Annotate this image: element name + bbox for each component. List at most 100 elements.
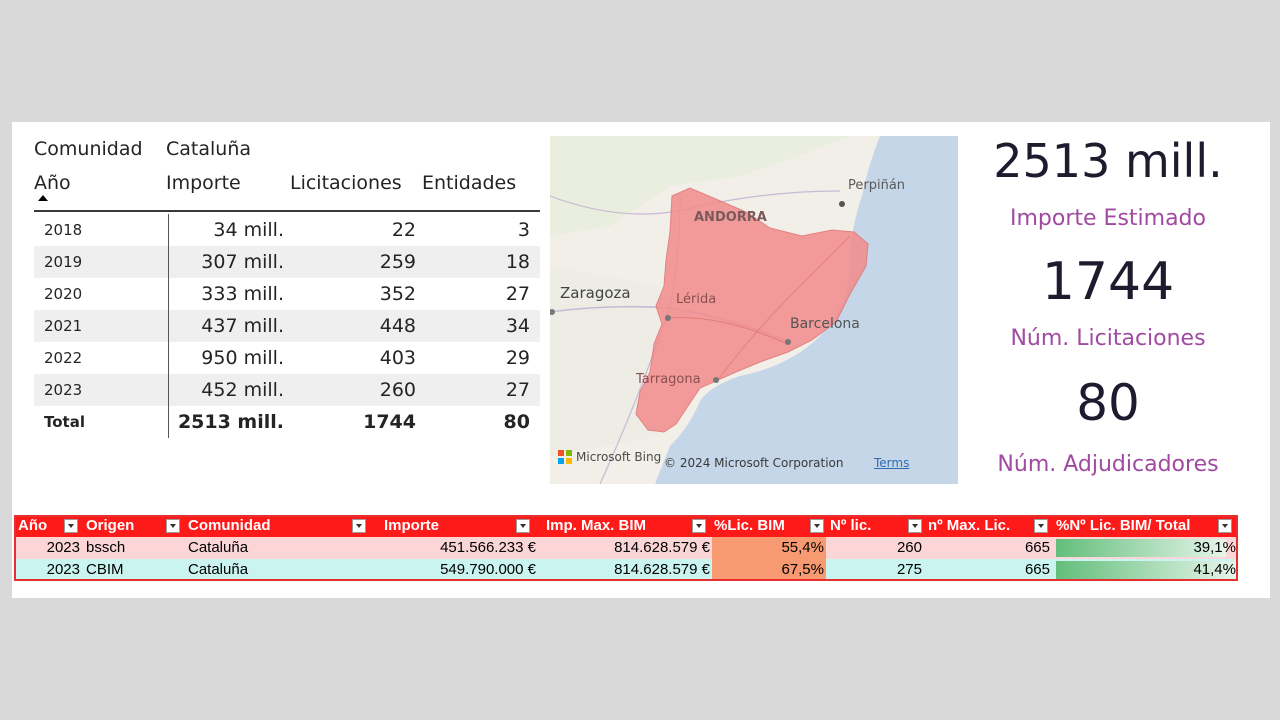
excel-cell-n-lic[interactable]: 260 — [896, 539, 922, 556]
importe-cell: 452 mill. — [201, 379, 284, 401]
year-cell: 2018 — [44, 221, 83, 239]
excel-cell-importe[interactable]: 549.790.000 € — [440, 561, 536, 578]
excel-row[interactable]: 2023 CBIM Cataluña 549.790.000 € 814.628.579… — [14, 559, 1238, 581]
excel-cell-pct-lic[interactable]: 67,5% — [781, 561, 824, 578]
excel-header-n-lic: Nº lic. — [830, 517, 872, 534]
report-panel: Comunidad Cataluña Año Importe Licitacio… — [12, 122, 1270, 598]
importe-cell: 950 mill. — [201, 347, 284, 369]
year-cell: 2019 — [44, 253, 83, 271]
excel-cell-origen[interactable]: bssch — [86, 539, 126, 556]
excel-cell-comunidad[interactable]: Cataluña — [188, 539, 249, 556]
entidades-cell: 29 — [505, 347, 530, 369]
pct-lic-highlight — [712, 537, 826, 559]
map-label-zaragoza: Zaragoza — [560, 284, 631, 302]
year-cell: 2021 — [44, 317, 83, 335]
excel-header-pct-lic: %Lic. BIM — [714, 517, 785, 534]
filter-dropdown-icon[interactable] — [1034, 519, 1048, 533]
excel-cell-importe[interactable]: 451.566.233 € — [440, 539, 536, 556]
excel-cell-imp-max[interactable]: 814.628.579 € — [614, 539, 710, 556]
licitaciones-cell: 22 — [391, 219, 416, 241]
importe-cell: 307 mill. — [201, 251, 284, 273]
licitaciones-cell: 1744 — [363, 411, 416, 433]
year-cell: 2022 — [44, 349, 83, 367]
table-row[interactable]: 2021 437 mill. 448 34 — [34, 310, 540, 342]
map-copyright: © 2024 Microsoft Corporation — [664, 456, 844, 470]
pivot-table: Comunidad Cataluña Año Importe Licitacio… — [34, 138, 540, 438]
kpi-importe-value: 2513 mill. — [993, 134, 1223, 188]
map-terms-link[interactable]: Terms — [874, 456, 910, 470]
excel-header-ano: Año — [18, 517, 48, 534]
excel-header-comunidad: Comunidad — [188, 517, 271, 534]
entidades-cell: 80 — [503, 411, 530, 433]
licitaciones-cell: 352 — [379, 283, 416, 305]
importe-cell: 34 mill. — [213, 219, 284, 241]
filter-dropdown-icon[interactable] — [166, 519, 180, 533]
column-header-entidades[interactable]: Entidades — [422, 172, 517, 194]
total-row[interactable]: Total 2513 mill. 1744 80 — [34, 406, 540, 438]
filter-dropdown-icon[interactable] — [908, 519, 922, 533]
excel-header-importe: Importe — [384, 517, 440, 534]
filter-dropdown-icon[interactable] — [64, 519, 78, 533]
kpi-adjudicadores-value: 80 — [1076, 374, 1140, 432]
filter-dropdown-icon[interactable] — [516, 519, 530, 533]
table-row[interactable]: 2019 307 mill. 259 18 — [34, 246, 540, 278]
entidades-cell: 18 — [505, 251, 530, 273]
entidades-cell: 3 — [517, 219, 530, 241]
excel-header-row: Año Origen Comunidad Importe Imp. Max. B… — [14, 515, 1238, 537]
map-label-barcelona: Barcelona — [790, 316, 860, 332]
excel-row[interactable]: 2023 bssch Cataluña 451.566.233 € 814.628.57… — [14, 537, 1238, 559]
entidades-cell: 27 — [505, 283, 530, 305]
entidades-cell: 34 — [505, 315, 530, 337]
map-canvas — [550, 136, 958, 484]
map-visual[interactable]: Perpiñán ANDORRA Zaragoza Lérida Barcelo… — [550, 136, 958, 484]
excel-cell-ano[interactable]: 2023 — [46, 539, 80, 556]
excel-cell-n-lic[interactable]: 275 — [896, 561, 922, 578]
table-row[interactable]: 2018 34 mill. 22 3 — [34, 214, 540, 246]
kpi-licitaciones-value: 1744 — [1041, 252, 1175, 312]
map-label-perpignan: Perpiñán — [848, 178, 906, 193]
kpi-licitaciones-label: Núm. Licitaciones — [1010, 326, 1206, 351]
excel-header-origen: Origen — [86, 517, 135, 534]
bing-logo-text: Microsoft Bing — [576, 450, 662, 464]
excel-cell-pct-total[interactable]: 41,4% — [1193, 561, 1236, 578]
licitaciones-cell: 448 — [379, 315, 416, 337]
licitaciones-cell: 260 — [379, 379, 416, 401]
column-header-importe[interactable]: Importe — [166, 172, 241, 194]
kpi-adjudicadores-label: Núm. Adjudicadores — [997, 452, 1219, 477]
excel-cell-imp-max[interactable]: 814.628.579 € — [614, 561, 710, 578]
column-header-year[interactable]: Año — [34, 172, 71, 194]
excel-cell-origen[interactable]: CBIM — [86, 561, 124, 578]
column-header-licitaciones[interactable]: Licitaciones — [290, 172, 402, 194]
excel-cell-pct-lic[interactable]: 55,4% — [781, 539, 824, 556]
excel-cell-ano[interactable]: 2023 — [46, 561, 80, 578]
year-cell: Total — [44, 413, 85, 431]
table-row[interactable]: 2023 452 mill. 260 27 — [34, 374, 540, 406]
excel-cell-n-max[interactable]: 665 — [1024, 561, 1050, 578]
excel-cell-n-max[interactable]: 665 — [1024, 539, 1050, 556]
filter-value: Cataluña — [166, 138, 252, 160]
excel-header-pct-total: %Nº Lic. BIM/ Total — [1056, 517, 1191, 534]
map-label-andorra: ANDORRA — [694, 210, 767, 225]
entidades-cell: 27 — [505, 379, 530, 401]
importe-cell: 437 mill. — [201, 315, 284, 337]
sort-ascending-icon[interactable] — [38, 195, 48, 201]
map-label-tarragona: Tarragona — [636, 372, 701, 387]
excel-cell-pct-total[interactable]: 39,1% — [1193, 539, 1236, 556]
column-divider — [168, 214, 169, 438]
filter-dropdown-icon[interactable] — [1218, 519, 1232, 533]
header-divider — [34, 210, 540, 212]
filter-dropdown-icon[interactable] — [692, 519, 706, 533]
table-row[interactable]: 2022 950 mill. 403 29 — [34, 342, 540, 374]
excel-header-imp-max: Imp. Max. BIM — [546, 517, 647, 534]
importe-cell: 2513 mill. — [177, 411, 284, 433]
table-row[interactable]: 2020 333 mill. 352 27 — [34, 278, 540, 310]
importe-cell: 333 mill. — [201, 283, 284, 305]
excel-table: Año Origen Comunidad Importe Imp. Max. B… — [14, 515, 1238, 581]
pct-total-databar — [1056, 539, 1226, 557]
filter-active-icon[interactable] — [352, 519, 366, 533]
excel-cell-comunidad[interactable]: Cataluña — [188, 561, 249, 578]
kpi-importe-label: Importe Estimado — [1010, 206, 1206, 231]
year-cell: 2023 — [44, 381, 83, 399]
microsoft-logo-icon — [558, 450, 572, 464]
sort-filter-icon[interactable] — [810, 519, 824, 533]
